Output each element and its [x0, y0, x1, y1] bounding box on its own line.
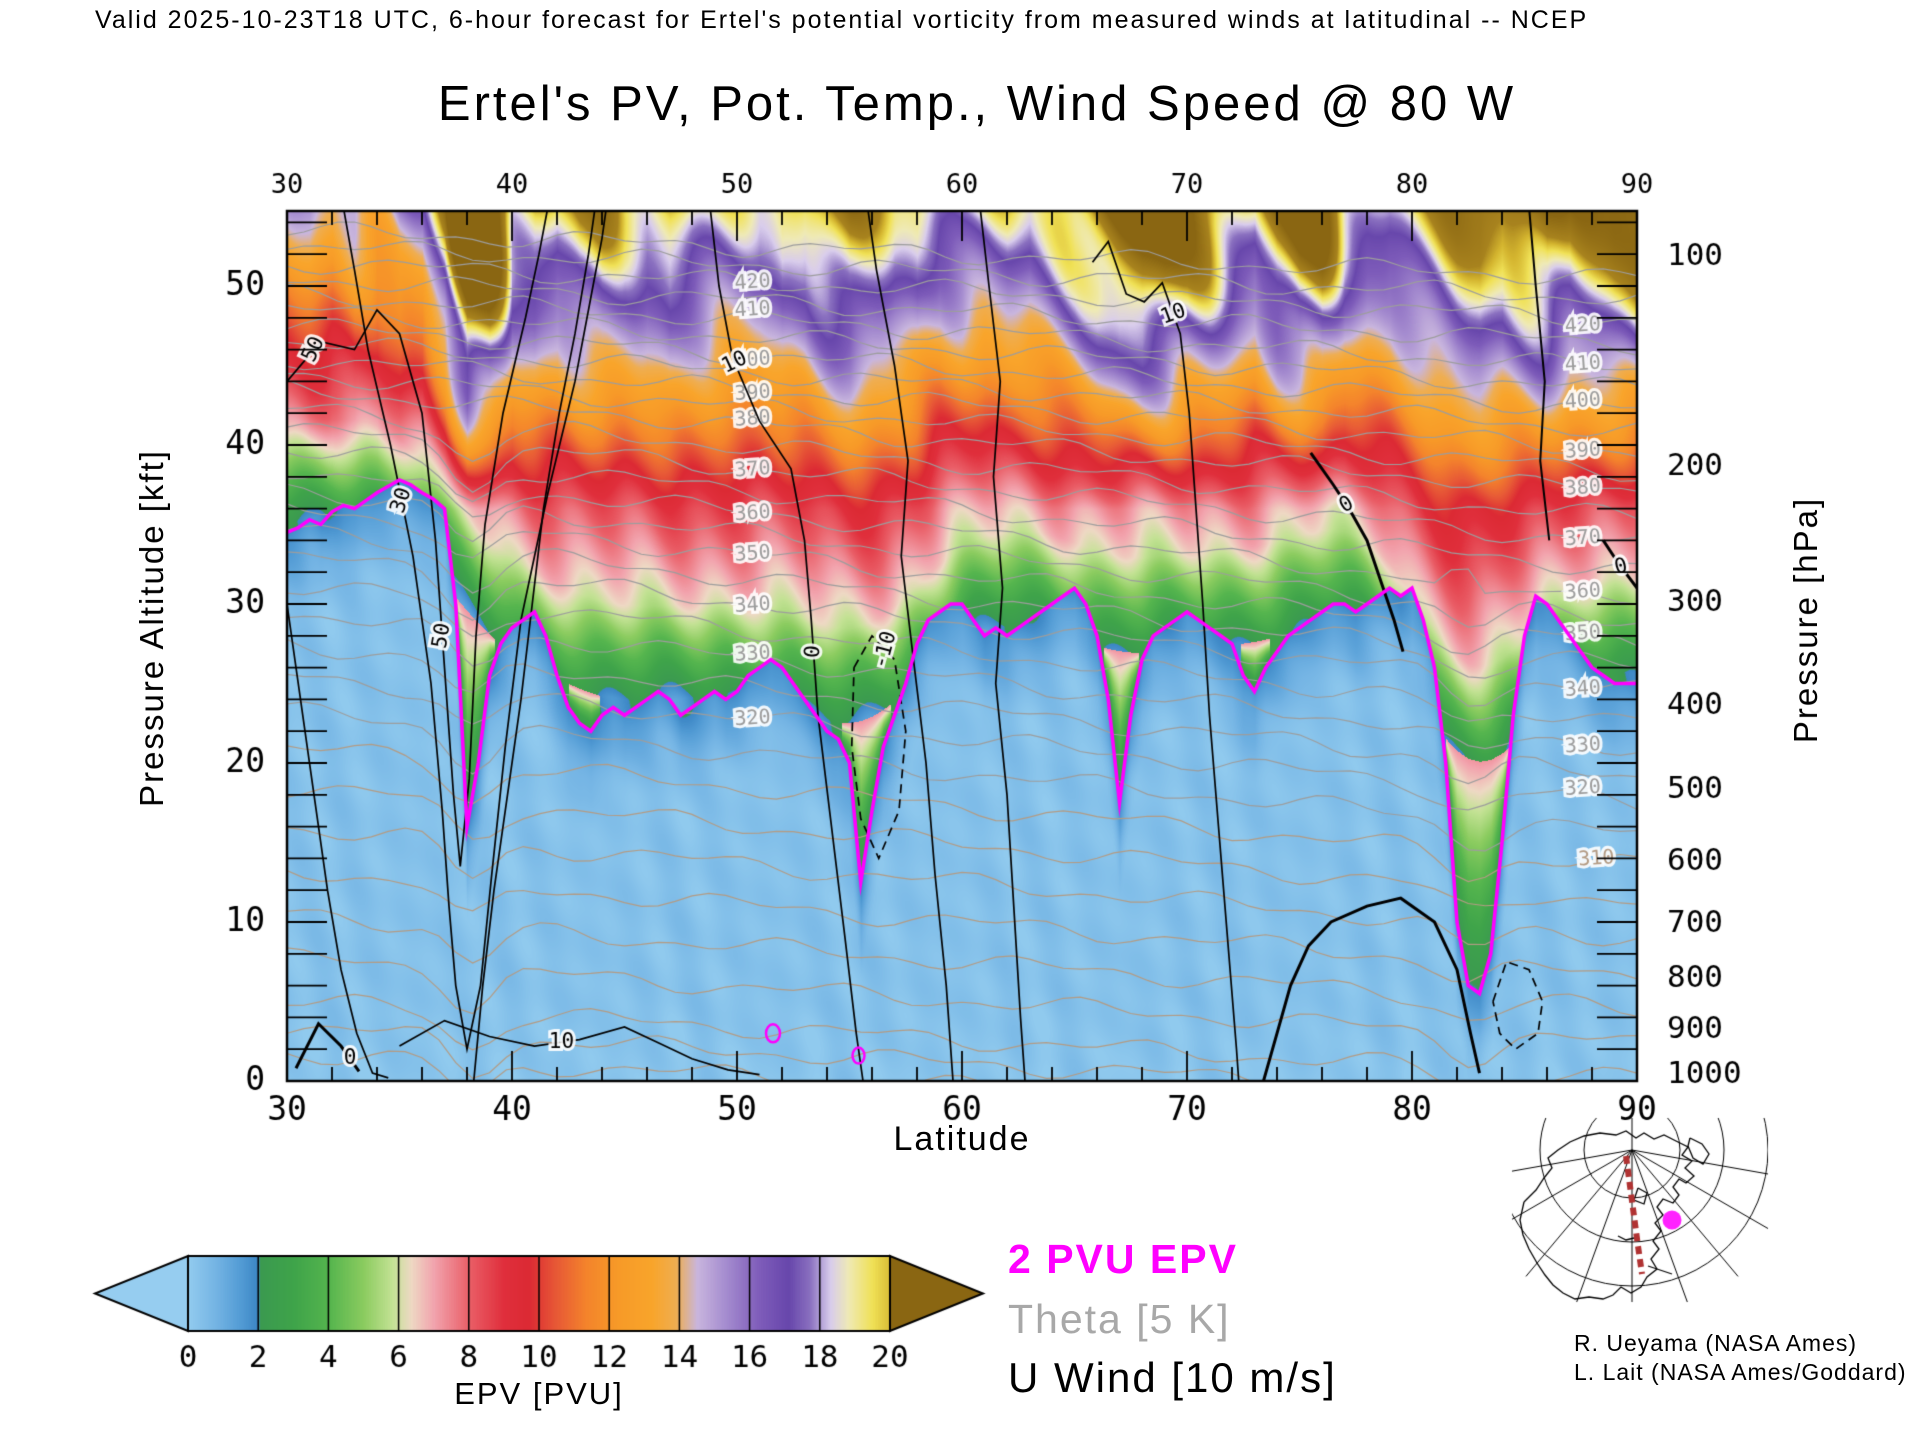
- y-axis-right-title: Pressure [hPa]: [1787, 496, 1824, 744]
- x-axis-title: Latitude: [893, 1120, 1031, 1158]
- figure-title: Ertel's PV, Pot. Temp., Wind Speed @ 80 …: [437, 77, 1517, 131]
- colorbar-label: EPV [PVU]: [454, 1376, 624, 1411]
- credit-line-1: R. Ueyama (NASA Ames): [1574, 1330, 1858, 1356]
- credit-line-2: L. Lait (NASA Ames/Goddard): [1574, 1359, 1907, 1385]
- legend-theta: Theta [5 K]: [1008, 1296, 1231, 1342]
- legend-u-wind: U Wind [10 m/s]: [1008, 1354, 1337, 1401]
- valid-time-header: Valid 2025-10-23T18 UTC, 6-hour forecast…: [95, 6, 1589, 34]
- legend-2pvu-epv: 2 PVU EPV: [1008, 1236, 1238, 1282]
- y-axis-left-title: Pressure Altitude [kft]: [133, 449, 170, 807]
